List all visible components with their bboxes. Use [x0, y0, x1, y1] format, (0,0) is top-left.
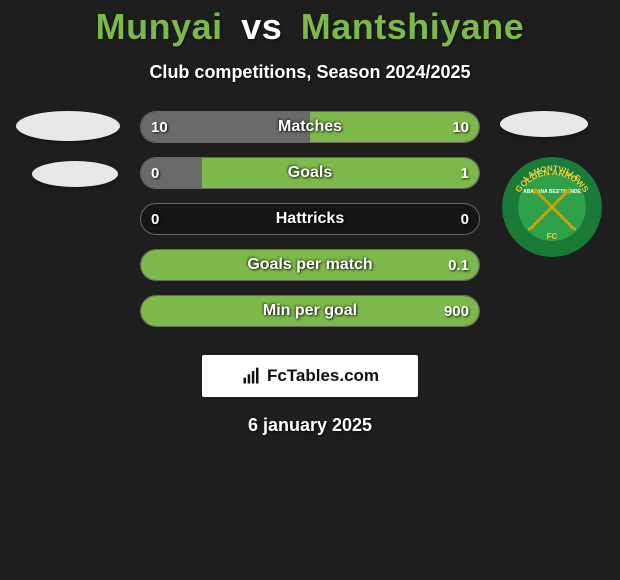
stat-row: 0Goals1: [140, 157, 480, 189]
stat-label: Matches: [141, 118, 479, 136]
stat-label: Goals per match: [141, 256, 479, 274]
player1-avatar-placeholder: [16, 111, 120, 141]
stat-label: Hattricks: [141, 210, 479, 228]
subtitle: Club competitions, Season 2024/2025: [0, 62, 620, 83]
stat-value-right: 10: [452, 119, 469, 136]
stat-value-right: 0: [461, 211, 469, 228]
stat-row: Goals per match0.1: [140, 249, 480, 281]
date-label: 6 january 2025: [0, 415, 620, 436]
comparison-card: Munyai vs Mantshiyane Club competitions,…: [0, 0, 620, 436]
page-title: Munyai vs Mantshiyane: [0, 6, 620, 48]
footer-brand-text: FcTables.com: [267, 366, 379, 386]
stat-row: Min per goal900: [140, 295, 480, 327]
stat-row: 10Matches10: [140, 111, 480, 143]
footer-brand-badge[interactable]: FcTables.com: [202, 355, 418, 397]
stat-value-right: 0.1: [448, 257, 469, 274]
player2-club-badge: LAMONTVILLE GOLDEN ARROWS ABAFANA BES'TH…: [502, 157, 602, 257]
stat-bars: 10Matches100Goals10Hattricks0Goals per m…: [140, 111, 480, 341]
player1-name: Munyai: [96, 6, 223, 47]
player2-avatar-placeholder: [500, 111, 588, 137]
badge-sub-text: ABAFANA BES'THENDE: [523, 189, 581, 195]
bar-chart-icon: [241, 366, 261, 386]
club-badge-svg: LAMONTVILLE GOLDEN ARROWS ABAFANA BES'TH…: [502, 157, 602, 257]
stat-row: 0Hattricks0: [140, 203, 480, 235]
player2-name: Mantshiyane: [301, 6, 525, 47]
right-avatars: LAMONTVILLE GOLDEN ARROWS ABAFANA BES'TH…: [492, 111, 612, 257]
stat-value-right: 1: [461, 165, 469, 182]
badge-fc-text: FC: [547, 232, 558, 241]
player1-club-placeholder: [32, 161, 118, 187]
stat-value-right: 900: [444, 303, 469, 320]
left-avatars: [8, 111, 128, 207]
stat-label: Goals: [141, 164, 479, 182]
vs-label: vs: [233, 6, 290, 47]
compare-zone: LAMONTVILLE GOLDEN ARROWS ABAFANA BES'TH…: [0, 111, 620, 331]
stat-label: Min per goal: [141, 302, 479, 320]
